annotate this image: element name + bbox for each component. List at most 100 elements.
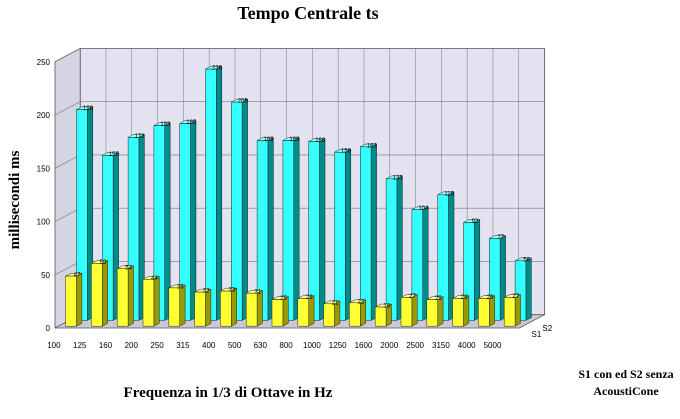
- data-label: 27: [409, 294, 416, 300]
- data-label: 54: [125, 265, 132, 271]
- y-tick-label: 50: [41, 271, 50, 280]
- bar-front: [271, 299, 284, 327]
- x-tick-label: 630: [254, 341, 268, 350]
- x-tick-label: 800: [279, 341, 293, 350]
- bar-s2-250: 185: [179, 120, 197, 321]
- bar-side: [370, 143, 377, 321]
- bar-s2-1250: 163: [360, 143, 377, 321]
- x-tick-label: 400: [202, 341, 216, 350]
- bar-front: [153, 125, 165, 321]
- data-label: 158: [341, 149, 352, 155]
- bar-front: [256, 140, 269, 321]
- data-label: 33: [229, 288, 236, 294]
- bar-front: [245, 292, 258, 327]
- bar-s1-3150: 26: [452, 295, 470, 327]
- x-tick-label: 500: [228, 341, 242, 350]
- data-label: 59: [100, 260, 107, 266]
- bar-front: [360, 146, 372, 321]
- x-axis-label: Frequenza in 1/3 di Ottave in Hz: [124, 385, 333, 401]
- data-label: 169: [289, 137, 300, 143]
- bar-side: [525, 257, 532, 321]
- bar-side: [345, 148, 352, 321]
- x-tick-label: 315: [176, 341, 190, 350]
- data-label: 32: [203, 289, 210, 295]
- data-label: 21: [332, 300, 339, 306]
- bar-front: [76, 109, 88, 321]
- bar-front: [116, 268, 129, 327]
- data-label: 44: [151, 276, 158, 282]
- bar-s2-3150: 92: [463, 219, 481, 321]
- x-tick-label: 1000: [303, 341, 321, 350]
- bar-front: [297, 298, 309, 327]
- data-label: 104: [418, 206, 429, 212]
- bar-s1-5000: 27: [503, 294, 521, 327]
- bar-side: [205, 288, 212, 327]
- bar-front: [65, 275, 77, 327]
- data-label: 26: [461, 295, 468, 301]
- bar-front: [308, 141, 320, 321]
- bar-s1-125: 59: [91, 260, 108, 327]
- x-tick-label: 1600: [355, 341, 373, 350]
- bar-s1-500: 31: [245, 290, 263, 327]
- x-tick-label: 1250: [329, 341, 347, 350]
- data-label: 198: [83, 106, 94, 112]
- data-label: 185: [186, 120, 197, 126]
- data-label: 47: [74, 273, 81, 279]
- x-tick-label: 2500: [406, 341, 424, 350]
- data-label: 31: [254, 290, 261, 296]
- bar-s2-315: 236: [205, 66, 223, 321]
- bar-s2-630: 169: [282, 137, 300, 321]
- data-label: 36: [177, 284, 184, 290]
- bar-side: [190, 120, 197, 321]
- bar-front: [231, 101, 243, 321]
- y-tick-label: 200: [37, 111, 51, 120]
- x-tick-label: 200: [125, 341, 139, 350]
- bar-side: [241, 98, 248, 321]
- data-label: 26: [306, 295, 313, 301]
- bar-s2-2000: 104: [411, 206, 429, 321]
- bar-s2-1000: 158: [334, 148, 352, 321]
- bar-front: [323, 303, 335, 327]
- data-label: 205: [238, 99, 249, 105]
- bar-s2-800: 168: [308, 138, 326, 321]
- data-label: 172: [135, 134, 146, 140]
- x-tick-label: 125: [73, 341, 87, 350]
- y-tick-labels: 0 50 100 150 200 250: [37, 58, 51, 333]
- x-tick-label: 100: [47, 341, 61, 350]
- bar-side: [293, 137, 300, 321]
- bar-front: [142, 279, 155, 327]
- bar-side: [102, 260, 108, 327]
- bar-front: [220, 290, 232, 327]
- bar-s2-1600: 133: [385, 175, 404, 321]
- bar-s1-4000: 26: [478, 295, 495, 327]
- bar-s1-250: 36: [168, 284, 186, 327]
- bar-s1-1250: 22: [349, 299, 366, 327]
- bar-s2-160: 172: [127, 134, 146, 321]
- data-label: 168: [315, 138, 326, 144]
- bar-front: [91, 263, 103, 327]
- bar-side: [76, 272, 83, 327]
- data-label: 22: [358, 299, 365, 305]
- data-label: 155: [109, 152, 120, 158]
- y-tick-label: 0: [46, 324, 51, 333]
- bar-s1-160: 54: [116, 265, 134, 327]
- x-tick-label: 3150: [432, 341, 450, 350]
- x-tick-label: 160: [99, 341, 113, 350]
- bar-front: [426, 299, 438, 327]
- y-gridline: [54, 101, 545, 116]
- bar-front: [282, 140, 294, 321]
- bar-front: [385, 178, 398, 321]
- bar-side: [153, 276, 160, 327]
- bars: 198 155 172 183 185 236 205 169 169 168 158 163 133 1…: [65, 66, 532, 327]
- data-label: 133: [393, 175, 404, 181]
- data-label: 77: [497, 235, 504, 241]
- bar-s1-630: 25: [271, 296, 289, 327]
- data-label: 27: [512, 294, 519, 300]
- data-label: 92: [472, 219, 479, 225]
- bar-s2-400: 205: [231, 99, 248, 321]
- bar-front: [349, 302, 361, 327]
- bar-front: [374, 306, 387, 327]
- bar-s1-200: 44: [142, 276, 160, 327]
- bar-front: [179, 123, 191, 321]
